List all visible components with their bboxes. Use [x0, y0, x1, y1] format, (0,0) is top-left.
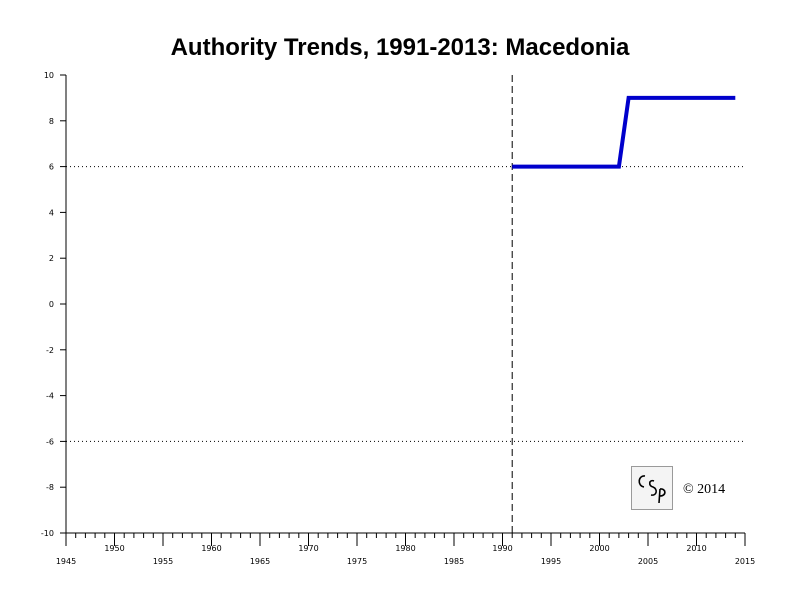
x-tick-label: 1985 — [444, 557, 464, 566]
x-tick-label: 1965 — [250, 557, 270, 566]
series-line — [512, 95, 736, 169]
y-tick-label: 10 — [44, 71, 54, 80]
x-tick-label: 1995 — [541, 557, 561, 566]
y-tick-label: 6 — [49, 163, 54, 172]
csp-logo — [631, 466, 673, 510]
y-tick-label: 2 — [49, 254, 54, 263]
x-tick-label: 2010 — [686, 544, 706, 553]
x-tick-label: 1990 — [492, 544, 512, 553]
copyright-note: © 2014 — [683, 482, 726, 497]
x-tick-label: 1950 — [104, 544, 124, 553]
x-tick-label: 2015 — [735, 557, 755, 566]
y-tick-label: 4 — [49, 208, 54, 217]
y-tick-label: 0 — [49, 300, 54, 309]
x-tick-label: 1975 — [347, 557, 367, 566]
y-tick-label: 8 — [49, 117, 54, 126]
x-tick-label: 1960 — [201, 544, 221, 553]
y-tick-label: -10 — [41, 529, 54, 538]
y-tick-label: -2 — [46, 346, 54, 355]
x-tick-label: 2000 — [589, 544, 609, 553]
y-tick-label: -4 — [46, 392, 54, 401]
x-tick-label: 1970 — [298, 544, 318, 553]
y-tick-label: -8 — [46, 483, 54, 492]
x-tick-label: 1955 — [153, 557, 173, 566]
x-tick-label: 2005 — [638, 557, 658, 566]
x-tick-label: 1945 — [56, 557, 76, 566]
chart-title: Authority Trends, 1991-2013: Macedonia — [170, 34, 630, 61]
y-tick-label: -6 — [46, 437, 54, 446]
x-tick-label: 1980 — [395, 544, 415, 553]
